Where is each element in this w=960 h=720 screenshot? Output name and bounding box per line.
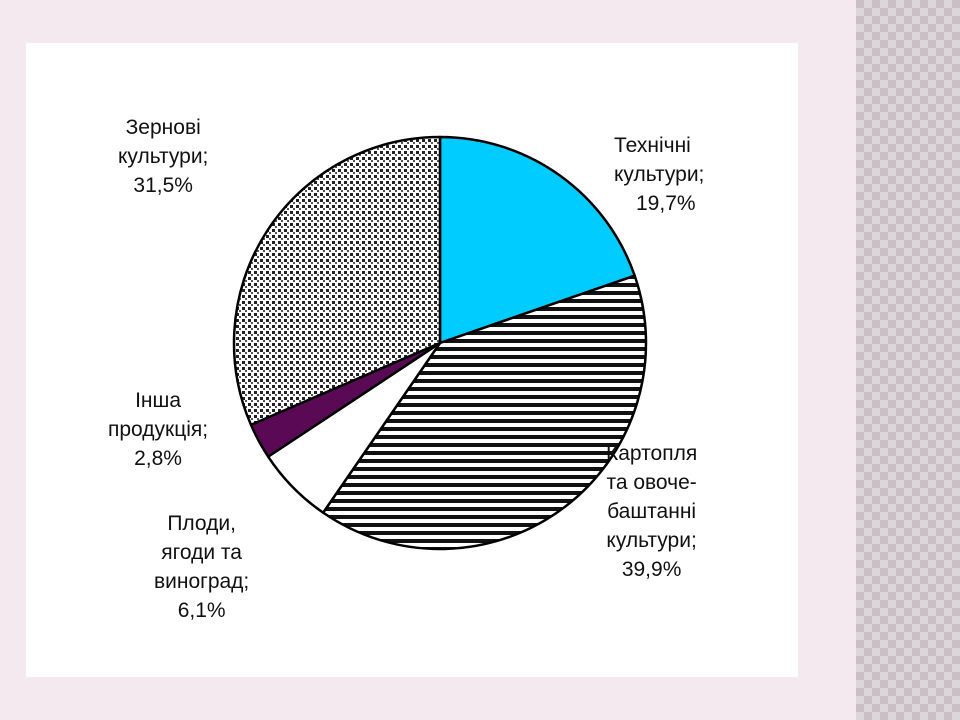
label-potato-line4: культури; bbox=[606, 529, 697, 552]
pie-slice-1 bbox=[321, 274, 648, 551]
label-potato-line3: баштанні bbox=[607, 500, 697, 523]
label-other-line2: продукція; bbox=[108, 418, 209, 441]
decorative-side-strip bbox=[856, 0, 960, 720]
label-grain-value: 31,5% bbox=[133, 174, 193, 197]
label-potato-value: 39,9% bbox=[621, 558, 682, 581]
label-fruits: Плоди, ягоди та виноград; 6,1% bbox=[154, 509, 249, 625]
label-other-value: 2,8% bbox=[134, 447, 182, 470]
label-potato-line2: та овоче- bbox=[606, 471, 697, 494]
label-fruits-line3: виноград; bbox=[154, 570, 250, 593]
label-potato: Картопля та овоче- баштанні культури; 39… bbox=[606, 439, 697, 584]
label-technical: Технічні культури; 19,7% bbox=[614, 131, 704, 218]
label-grain: Зернові культури; 31,5% bbox=[118, 113, 208, 200]
chart-panel: Технічні культури; 19,7% Зернові культур… bbox=[26, 43, 798, 677]
label-grain-line1: Зернові bbox=[125, 116, 201, 139]
label-grain-line2: культури; bbox=[118, 145, 209, 168]
label-technical-line2: культури; bbox=[614, 163, 705, 186]
label-technical-value: 19,7% bbox=[636, 192, 696, 215]
label-technical-line1: Технічні bbox=[614, 134, 691, 157]
pie-slice-4 bbox=[232, 135, 442, 427]
label-other-line1: Інша bbox=[135, 389, 182, 412]
label-potato-line1: Картопля bbox=[606, 442, 698, 465]
label-other: Інша продукція; 2,8% bbox=[108, 386, 208, 473]
pie-chart bbox=[232, 135, 648, 551]
label-fruits-value: 6,1% bbox=[177, 599, 226, 622]
label-fruits-line2: ягоди та bbox=[161, 541, 242, 564]
label-fruits-line1: Плоди, bbox=[167, 512, 236, 535]
